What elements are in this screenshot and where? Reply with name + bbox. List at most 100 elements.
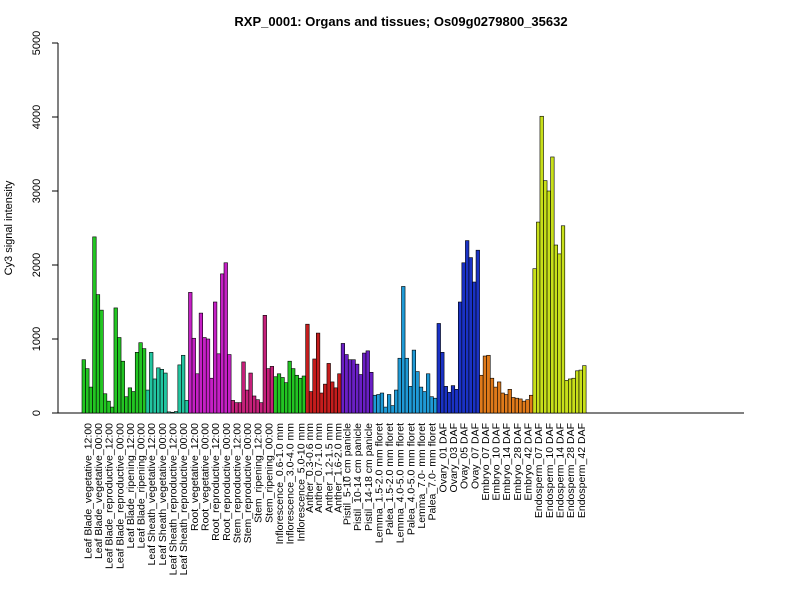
bar xyxy=(504,394,509,414)
bar xyxy=(337,373,342,414)
bar xyxy=(106,400,111,414)
chart-title: RXP_0001: Organs and tissues; Os09g02798… xyxy=(234,14,567,29)
category-label: Endosperm_14 DAF xyxy=(554,423,566,518)
bar xyxy=(95,294,101,414)
bar xyxy=(305,323,310,414)
y-tick-label: 4000 xyxy=(31,105,43,129)
category-label: Root_reproductive_00:00 xyxy=(221,423,233,541)
bar xyxy=(262,315,267,414)
bar xyxy=(184,400,189,414)
bar xyxy=(500,392,505,414)
bar xyxy=(202,337,207,414)
category-label: Leaf Blade_vegetative_00:00 xyxy=(93,423,105,559)
bar xyxy=(301,375,306,414)
category-label: Anther_1.2-1.5 mm xyxy=(324,423,336,513)
bar xyxy=(436,323,441,414)
bar xyxy=(386,394,392,414)
bar xyxy=(280,377,285,414)
bar xyxy=(248,372,253,414)
bar xyxy=(457,301,463,414)
bar xyxy=(415,371,420,414)
bar xyxy=(191,337,196,414)
bar xyxy=(216,353,221,414)
bar xyxy=(362,352,367,414)
category-label: Leaf Sheath_vegetative_00:00 xyxy=(157,423,169,566)
bar xyxy=(369,371,374,414)
category-label: Leaf Sheath_vegetative_12:00 xyxy=(146,423,158,566)
bar xyxy=(188,292,193,414)
category-label: Lemma_7.0- mm floret xyxy=(416,423,428,529)
bar xyxy=(497,381,502,414)
category-label: Pistil_5-10 cm panicle xyxy=(341,423,353,525)
bar xyxy=(294,374,299,414)
category-label: Palea_4.0-5.0 mm floret xyxy=(405,423,417,535)
category-label: Root_vegetative_12:00 xyxy=(189,423,201,531)
bar xyxy=(181,354,186,414)
bar xyxy=(85,368,90,414)
bar xyxy=(330,381,335,414)
bar xyxy=(472,281,477,414)
bar xyxy=(582,365,587,414)
bar xyxy=(88,386,93,414)
bar xyxy=(284,382,289,414)
bar xyxy=(511,397,516,414)
bar xyxy=(447,391,452,414)
bar xyxy=(418,386,424,414)
category-label: Anther_0.3-0.6 mm xyxy=(304,423,316,513)
bar xyxy=(205,338,211,414)
bar-series xyxy=(81,115,587,414)
bar xyxy=(266,368,271,414)
bar xyxy=(81,359,86,414)
y-tick-label: 2000 xyxy=(31,253,43,277)
bar xyxy=(475,249,480,414)
category-label: Leaf Blade_ripening_12:00 xyxy=(125,423,137,549)
bar xyxy=(177,364,182,414)
category-label: Embryo_10 DAF xyxy=(491,423,503,501)
bar xyxy=(479,374,484,414)
bar xyxy=(333,387,338,414)
category-label: Ovay_05 DAF xyxy=(459,423,471,489)
bar xyxy=(426,373,431,414)
bar xyxy=(518,398,523,414)
bar xyxy=(209,377,214,414)
y-tick-label: 5000 xyxy=(31,31,43,55)
bar xyxy=(429,396,434,414)
bar xyxy=(174,411,179,414)
bar xyxy=(465,240,470,414)
bar xyxy=(482,355,487,414)
category-label: Ovary_03 DAF xyxy=(448,423,460,492)
y-tick-label: 3000 xyxy=(31,179,43,203)
bar xyxy=(142,348,147,414)
category-label: Stem_ripening_00:00 xyxy=(263,423,275,523)
bar xyxy=(276,373,282,414)
bar xyxy=(159,369,164,414)
category-label: Ovary_01 DAF xyxy=(437,423,449,492)
bar xyxy=(152,378,157,414)
bar xyxy=(312,358,317,414)
bar xyxy=(163,372,168,414)
bar xyxy=(291,368,296,414)
category-label: Root_vegetative_00:00 xyxy=(199,423,211,531)
bar xyxy=(223,262,228,414)
bar xyxy=(543,180,548,414)
bar xyxy=(365,350,370,414)
bar xyxy=(198,312,203,414)
category-label: Root_reproductive_12:00 xyxy=(210,423,222,541)
category-label: Endosperm_28 DAF xyxy=(565,423,577,518)
bar xyxy=(397,357,402,414)
bar xyxy=(461,262,466,414)
bar xyxy=(273,376,278,414)
bar xyxy=(578,369,583,414)
bar xyxy=(468,257,473,414)
bar xyxy=(326,363,331,414)
bar xyxy=(394,389,399,414)
bar xyxy=(553,244,559,414)
y-axis-label: Cy3 signal intensity xyxy=(3,180,15,275)
category-label: Palea_7.0- mm floret xyxy=(427,423,439,521)
bar xyxy=(166,411,172,414)
bar xyxy=(92,236,97,414)
bar xyxy=(213,301,218,414)
bar xyxy=(319,392,324,414)
bar xyxy=(528,394,534,414)
